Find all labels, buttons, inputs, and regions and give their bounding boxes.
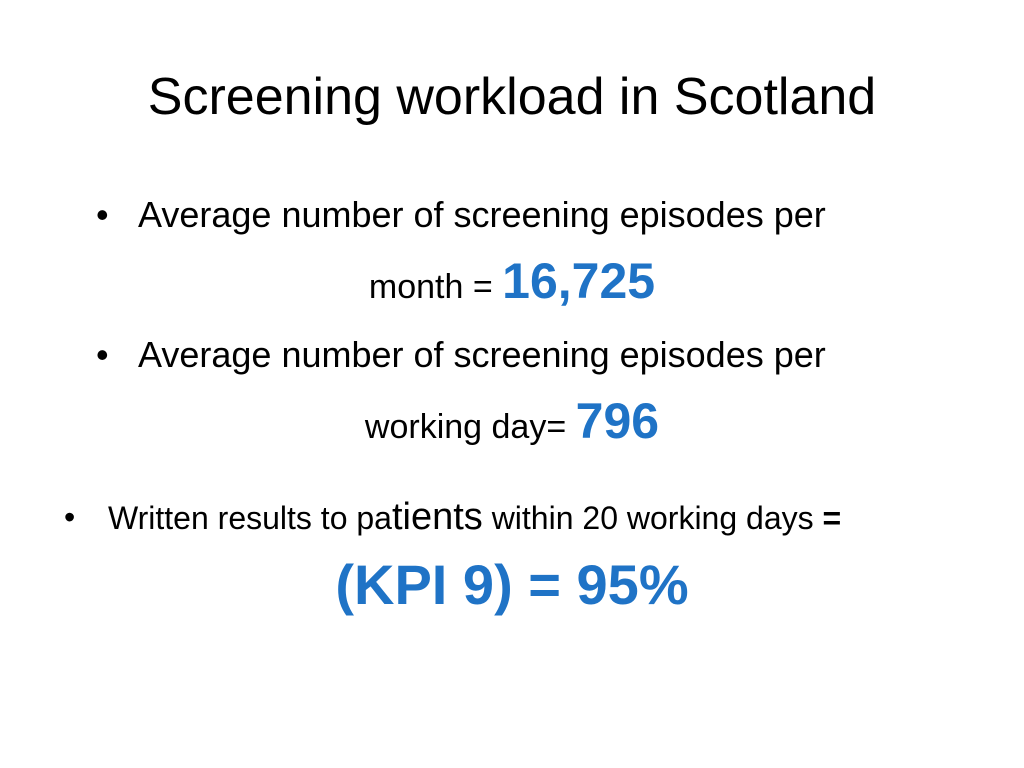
bullet-text: Average number of screening episodes per	[138, 194, 826, 235]
monthly-episodes-value: 16,725	[502, 253, 656, 309]
slide-title: Screening workload in Scotland	[147, 68, 877, 126]
continuation-label: month =	[368, 268, 503, 306]
bullet-text: Written results to patients within 20 wo…	[108, 493, 841, 542]
bullet-icon: •	[96, 194, 109, 235]
daily-episodes-value: 796	[575, 393, 660, 449]
text-part-4: =	[822, 500, 842, 536]
bullet-continuation-daily: working day= 796	[0, 390, 1024, 465]
bullet-icon: •	[96, 334, 109, 375]
bullet-continuation-monthly: month = 16,725	[0, 250, 1024, 325]
bullet-item-daily: • Average number of screening episodes p…	[0, 330, 1024, 380]
bullet-item-results: • Written results to patients within 20 …	[0, 493, 1024, 541]
bullet-item-monthly: • Average number of screening episodes p…	[0, 190, 1024, 240]
text-part-3: within 20 working days	[482, 500, 823, 536]
text-part-1: Written results to pa	[108, 500, 392, 536]
continuation-label: working day=	[364, 408, 576, 446]
bullet-icon: •	[64, 499, 76, 535]
kpi-value: (KPI 9) = 95%	[335, 553, 689, 616]
text-part-2: tients	[391, 496, 483, 538]
bullet-text: Average number of screening episodes per	[138, 334, 826, 375]
